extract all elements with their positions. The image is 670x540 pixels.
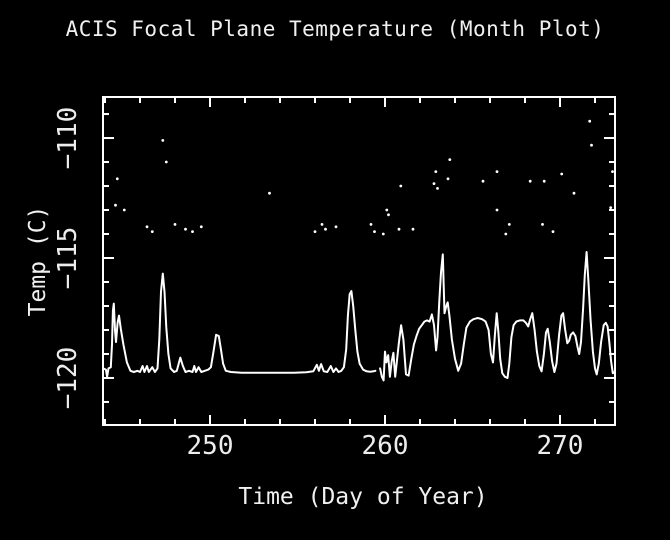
warm-pixel-scatter-point [369, 223, 373, 226]
warm-pixel-scatter-point [507, 223, 511, 226]
warm-pixel-scatter-point [387, 213, 390, 217]
warm-pixel-scatter-point [385, 208, 389, 212]
warm-pixel-scatter-point [411, 227, 415, 231]
y-tick-label--110: −110 [53, 107, 83, 170]
plot-frame [102, 96, 616, 426]
warm-pixel-scatter-point [436, 187, 439, 190]
warm-pixel-scatter-point [164, 160, 168, 164]
warm-pixel-scatter-point [551, 230, 555, 234]
warm-pixel-scatter-point [446, 177, 450, 181]
warm-pixel-scatter-point [381, 232, 385, 236]
x-tick-label-250: 250 [187, 431, 234, 461]
warm-pixel-scatter-point [199, 225, 203, 229]
y-tick-label--115: −115 [53, 227, 83, 290]
warm-pixel-scatter-point [560, 172, 564, 176]
x-axis-title: Time (Day of Year) [238, 484, 488, 510]
warm-pixel-scatter-point [173, 223, 177, 226]
warm-pixel-scatter-point [434, 170, 438, 174]
warm-pixel-scatter-point [528, 179, 532, 183]
x-tick-label-260: 260 [362, 431, 409, 461]
warm-pixel-scatter-point [572, 191, 576, 195]
y-tick-label--120: −120 [53, 347, 83, 410]
warm-pixel-scatter-point [334, 225, 338, 229]
warm-pixel-scatter-point [588, 119, 592, 123]
warm-pixel-scatter-point [161, 139, 165, 142]
warm-pixel-scatter-point [313, 230, 317, 234]
warm-pixel-scatter-point [495, 208, 499, 212]
warm-pixel-scatter-point [145, 225, 149, 229]
warm-pixel-scatter-point [320, 223, 324, 226]
warm-pixel-scatter-point [432, 182, 436, 186]
warm-pixel-scatter-point [399, 184, 403, 188]
warm-pixel-scatter-point [114, 203, 117, 207]
warm-pixel-scatter-point [150, 230, 154, 234]
warm-pixel-scatter-point [541, 223, 544, 226]
warm-pixel-scatter-point [324, 227, 327, 231]
chart-title: ACIS Focal Plane Temperature (Month Plot… [65, 17, 605, 41]
warm-pixel-scatter-point [481, 179, 485, 183]
warm-pixel-scatter-point [115, 177, 119, 181]
warm-pixel-scatter-point [495, 170, 499, 174]
warm-pixel-scatter-point [448, 158, 452, 162]
warm-pixel-scatter-point [397, 227, 401, 231]
focal-plane-temperature-trace [379, 251, 616, 382]
warm-pixel-scatter-point [590, 143, 593, 147]
warm-pixel-scatter-point [542, 179, 546, 183]
warm-pixel-scatter-point [268, 191, 271, 195]
warm-pixel-scatter-point [122, 208, 126, 212]
warm-pixel-scatter-point [504, 232, 508, 236]
focal-plane-temperature-trace [102, 272, 377, 378]
warm-pixel-scatter-point [191, 230, 194, 234]
warm-pixel-scatter-point [184, 227, 187, 231]
warm-pixel-scatter-point [609, 206, 613, 210]
warm-pixel-scatter-point [373, 230, 376, 234]
warm-pixel-scatter-point [611, 170, 614, 174]
x-tick-label-270: 270 [537, 431, 584, 461]
